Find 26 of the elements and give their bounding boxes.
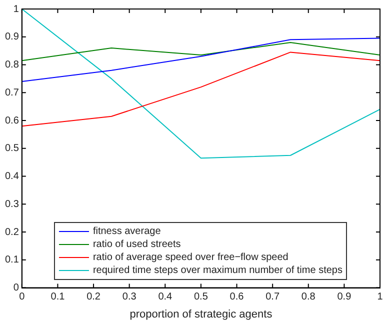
x-tick-label: 0.7 <box>266 292 280 303</box>
y-tick-label: 0.5 <box>4 143 20 154</box>
y-tick-label: 0.9 <box>4 32 20 43</box>
x-tick-label: 0.3 <box>122 292 137 303</box>
legend-label: ratio of average speed over free−flow speed <box>92 250 288 264</box>
x-tick-label: 0.4 <box>158 292 173 303</box>
y-tick-label: 0 <box>13 282 20 294</box>
legend-label: fitness average <box>92 224 161 238</box>
x-tick-label: 0.2 <box>86 292 101 303</box>
x-tick-label: 0.5 <box>194 292 208 303</box>
legend-label: required time steps over maximum number of time steps <box>92 264 342 277</box>
y-tick-label: 0.2 <box>4 226 20 238</box>
y-tick-label: 0.3 <box>4 198 20 210</box>
y-tick-label: 0.4 <box>4 171 20 182</box>
x-tick-label: 1 <box>377 292 384 303</box>
x-tick-label: 0.8 <box>301 292 316 303</box>
y-tick-label: 0.1 <box>4 254 20 266</box>
y-tick-label: 0.7 <box>4 87 20 98</box>
x-tick-label: 0.9 <box>337 292 352 303</box>
y-tick-label: 1 <box>13 4 20 15</box>
y-tick-label: 0.8 <box>4 60 20 71</box>
y-tick-label: 0.6 <box>4 115 20 126</box>
x-tick-label: 0.6 <box>230 292 244 303</box>
x-axis-title: proportion of strategic agents <box>130 308 273 320</box>
x-tick-label: 0.1 <box>50 292 66 303</box>
legend-label: ratio of used streets <box>92 238 181 251</box>
